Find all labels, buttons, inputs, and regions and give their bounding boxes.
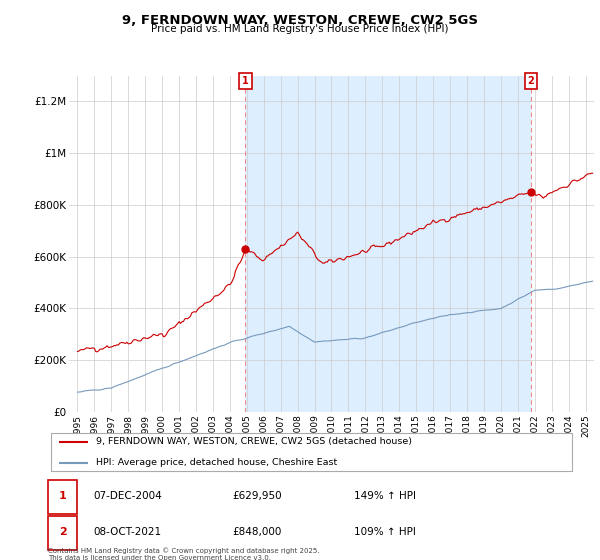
FancyBboxPatch shape	[48, 516, 77, 550]
Text: 2: 2	[59, 527, 67, 537]
Text: 07-DEC-2004: 07-DEC-2004	[93, 491, 161, 501]
Text: 2: 2	[527, 76, 535, 86]
Text: 1: 1	[242, 76, 249, 86]
Text: 9, FERNDOWN WAY, WESTON, CREWE, CW2 5GS: 9, FERNDOWN WAY, WESTON, CREWE, CW2 5GS	[122, 14, 478, 27]
Bar	[245, 76, 531, 412]
Text: £848,000: £848,000	[233, 527, 282, 537]
FancyBboxPatch shape	[50, 433, 572, 471]
Text: 109% ↑ HPI: 109% ↑ HPI	[354, 527, 416, 537]
Text: Price paid vs. HM Land Registry's House Price Index (HPI): Price paid vs. HM Land Registry's House …	[151, 24, 449, 34]
Text: 149% ↑ HPI: 149% ↑ HPI	[354, 491, 416, 501]
Text: 1: 1	[59, 491, 67, 501]
Text: Contains HM Land Registry data © Crown copyright and database right 2025.
This d: Contains HM Land Registry data © Crown c…	[48, 548, 320, 560]
Text: 08-OCT-2021: 08-OCT-2021	[93, 527, 161, 537]
Text: £629,950: £629,950	[233, 491, 283, 501]
Text: HPI: Average price, detached house, Cheshire East: HPI: Average price, detached house, Ches…	[95, 458, 337, 467]
FancyBboxPatch shape	[48, 480, 77, 514]
Text: 9, FERNDOWN WAY, WESTON, CREWE, CW2 5GS (detached house): 9, FERNDOWN WAY, WESTON, CREWE, CW2 5GS …	[95, 437, 412, 446]
